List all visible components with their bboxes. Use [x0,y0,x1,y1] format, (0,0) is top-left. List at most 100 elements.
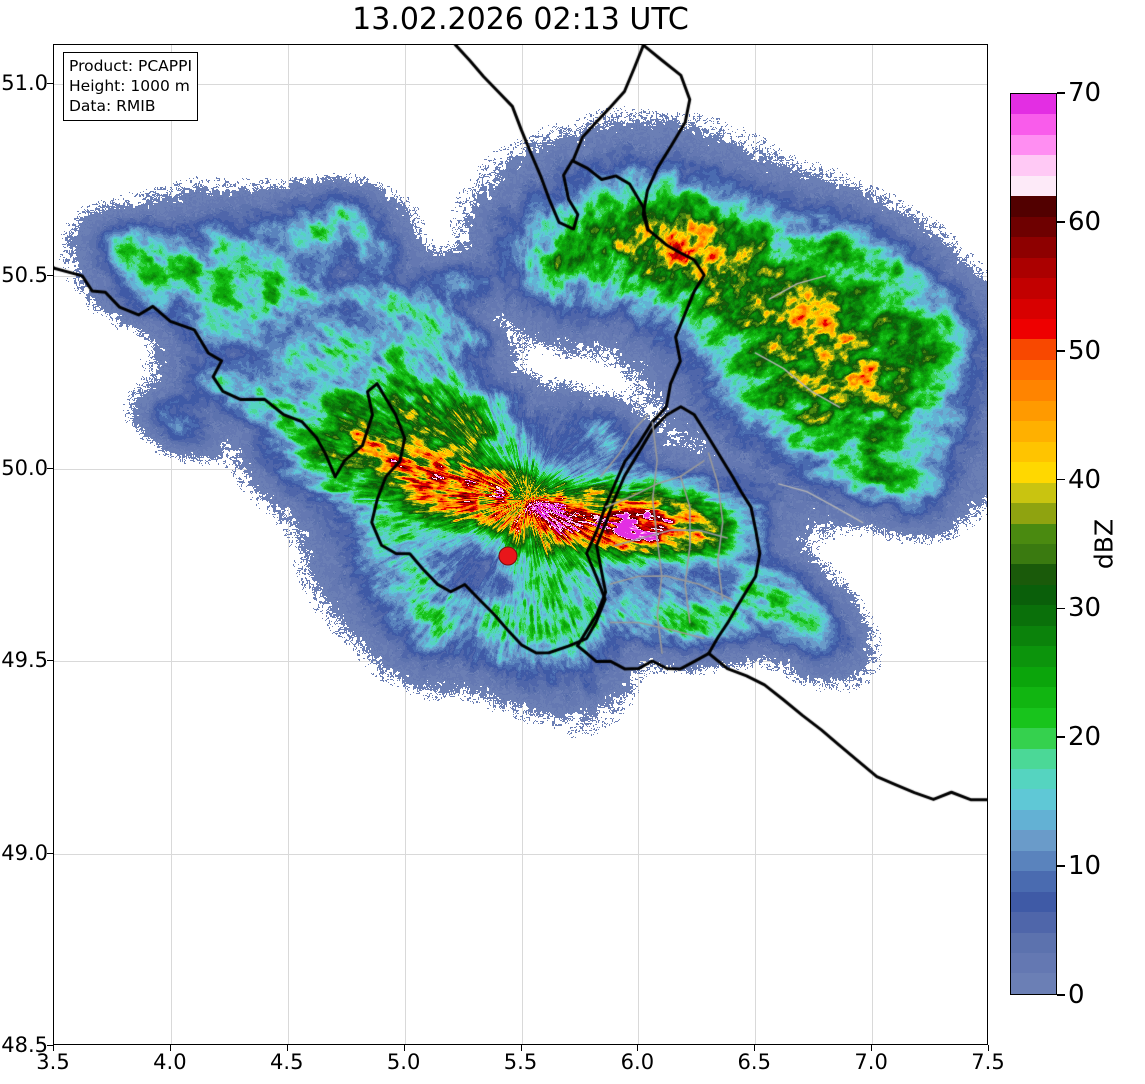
colorbar-tick-label: 30 [1068,593,1102,624]
colorbar-band [1011,175,1056,197]
colorbar-tick-label: 50 [1068,335,1102,366]
colorbar-band [1011,748,1056,769]
colorbar-band [1011,196,1056,217]
radar-plot-area [53,44,988,1045]
x-axis-tick-label: 7.0 [854,1050,888,1074]
colorbar-band [1011,482,1056,504]
x-axis-tick [169,1045,171,1051]
colorbar-tick-label: 70 [1068,78,1102,108]
y-axis-tick [47,82,53,84]
x-axis-tick-label: 3.5 [36,1050,70,1074]
colorbar-tick [1057,478,1065,481]
y-axis-tick [47,660,53,661]
colorbar-band [1011,421,1056,442]
colorbar-band [1011,114,1056,135]
colorbar-tick [1057,607,1065,610]
x-axis-tick [286,1045,288,1051]
colorbar-tick [1057,221,1065,223]
colorbar-band [1011,441,1056,463]
colorbar-band [1011,809,1056,831]
x-axis-tick-label: 4.0 [153,1050,187,1074]
y-axis-tick-label: 48.5 [1,1033,48,1057]
colorbar-tick [1057,865,1065,867]
x-axis-tick [871,1045,873,1051]
colorbar-label: dBZ [1089,518,1119,570]
colorbar-band [1011,953,1056,974]
x-axis-tick-label: 7.5 [971,1050,1005,1074]
colorbar-band [1011,134,1056,156]
radar-site-marker [498,546,518,566]
x-axis-tick-label: 6.0 [620,1050,655,1074]
colorbar-band [1011,523,1056,544]
colorbar-band [1011,973,1056,994]
x-axis-tick [988,1045,989,1051]
colorbar-band [1011,789,1056,810]
map-borders-layer [54,45,987,1044]
colorbar-band [1011,584,1056,606]
colorbar-tick-label: 60 [1068,206,1102,237]
x-axis-tick-label: 5.0 [386,1050,421,1074]
colorbar-band [1011,543,1056,565]
y-axis-tick-label: 50.5 [1,263,48,287]
colorbar-band [1011,605,1056,626]
page-title: 13.02.2026 02:13 UTC [352,2,689,37]
y-axis-tick [47,852,53,854]
colorbar-band [1011,564,1056,585]
colorbar-band [1011,216,1056,238]
colorbar-band [1011,400,1056,422]
colorbar [1010,93,1057,995]
x-axis-tick-label: 6.5 [737,1050,771,1074]
colorbar-tick-label: 0 [1068,980,1085,1010]
colorbar-band [1011,707,1056,729]
info-data-line: Data: RMIB [69,97,156,115]
colorbar-tick [1057,349,1065,352]
x-axis-tick-label: 5.5 [503,1050,538,1074]
colorbar-band [1011,339,1056,360]
colorbar-band [1011,830,1056,851]
colorbar-band [1011,94,1056,115]
x-axis-tick [403,1045,405,1051]
x-axis-tick [520,1045,522,1051]
colorbar-band [1011,891,1056,913]
colorbar-band [1011,359,1056,381]
colorbar-band [1011,318,1056,340]
colorbar-band [1011,625,1056,647]
x-axis-tick [754,1045,756,1051]
colorbar-band [1011,298,1056,319]
colorbar-band [1011,666,1056,688]
colorbar-band [1011,462,1056,483]
colorbar-tick-label: 40 [1068,464,1102,495]
x-axis-tick-label: 4.5 [270,1050,304,1074]
info-height-line: Height: 1000 m [69,77,190,95]
y-axis-tick-label: 51.0 [1,70,48,95]
colorbar-band [1011,932,1056,954]
colorbar-band [1011,380,1056,401]
colorbar-bands [1011,94,1056,994]
colorbar-band [1011,503,1056,524]
colorbar-tick-label: 10 [1068,851,1102,882]
colorbar-tick [1057,92,1065,94]
y-axis-tick-label: 49.5 [1,648,48,672]
colorbar-band [1011,278,1056,299]
colorbar-tick-label: 20 [1068,722,1102,753]
colorbar-band [1011,646,1056,667]
y-axis-tick [47,275,53,276]
colorbar-tick [1057,994,1065,996]
colorbar-band [1011,728,1056,749]
colorbar-band [1011,237,1056,258]
y-axis-tick [47,467,53,469]
y-axis-tick [47,1045,53,1046]
x-axis-tick [53,1045,54,1051]
colorbar-band [1011,871,1056,892]
colorbar-band [1011,687,1056,708]
x-axis-tick [637,1045,639,1051]
colorbar-band [1011,850,1056,872]
y-axis-tick-label: 50.0 [1,455,48,480]
y-axis-tick-label: 49.0 [1,840,48,865]
product-info-box: Product: PCAPPI Height: 1000 m Data: RMI… [63,52,199,121]
colorbar-band [1011,155,1056,176]
colorbar-band [1011,912,1056,933]
colorbar-tick [1057,736,1065,739]
info-product-line: Product: PCAPPI [69,57,193,75]
colorbar-band [1011,768,1056,790]
